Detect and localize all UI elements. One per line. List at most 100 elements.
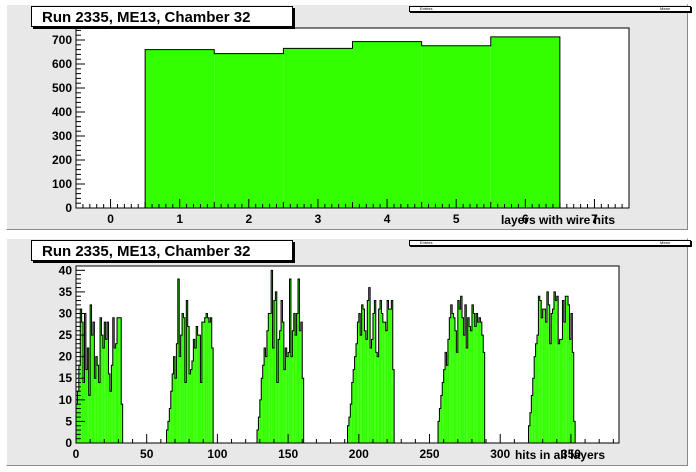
histogram-bin: [438, 421, 440, 443]
histogram-bin: [377, 356, 379, 443]
histogram-bin: [117, 317, 119, 443]
histogram-bin: [118, 317, 120, 443]
histogram-outline: [75, 269, 576, 443]
histogram-bin: [474, 326, 477, 443]
y-tick-label: 700: [52, 33, 72, 47]
stats-box: Entries Mean: [409, 240, 691, 246]
histogram-bin: [193, 339, 195, 443]
histogram-bin: [189, 373, 191, 443]
histogram-bin: [173, 356, 175, 443]
histogram-bin: [174, 378, 177, 443]
histogram-bin: [536, 335, 539, 443]
histogram-bin: [568, 304, 570, 443]
x-tick-label: 4: [384, 212, 391, 226]
histogram-bin: [569, 339, 571, 443]
histogram-bin: [388, 309, 390, 443]
histogram-bin: [97, 365, 99, 443]
histogram-bin: [350, 404, 352, 443]
stats-entries-label: Entries: [420, 6, 433, 11]
histogram-bin: [471, 304, 474, 443]
histogram-bin: [528, 425, 530, 443]
chart-title: Run 2335, ME13, Chamber 32: [31, 240, 293, 261]
histogram-bin: [266, 330, 269, 443]
histogram-bin: [566, 296, 569, 443]
histogram-bin: [265, 356, 267, 443]
histogram-bin: [281, 300, 283, 443]
histogram-bin: [170, 391, 173, 443]
histogram-bin: [167, 421, 170, 443]
histogram-bin: [367, 300, 369, 443]
histogram-bin: [464, 304, 467, 443]
histogram-bin: [290, 356, 293, 443]
histogram-bin: [421, 45, 491, 209]
histogram-bin: [98, 382, 101, 443]
histogram-bin: [262, 365, 265, 443]
histogram-bin: [259, 399, 262, 443]
x-tick-label: 2: [245, 212, 252, 226]
layers-histogram-panel: 0 100 200 300 400 500 600 700 0 1 2 3 4 5 6 7 layers wit…: [6, 4, 691, 230]
histogram-bin: [440, 395, 443, 443]
histogram-bin: [370, 348, 372, 443]
histogram-bin: [200, 382, 202, 443]
y-tick-label: 30: [59, 306, 73, 320]
histogram-bin: [111, 365, 113, 443]
histogram-bin: [169, 408, 171, 443]
histogram-bin: [573, 421, 576, 443]
histogram-bin: [121, 404, 123, 443]
histogram-bin: [172, 373, 174, 443]
histogram-bin: [295, 335, 297, 443]
histogram-bin: [296, 313, 299, 443]
x-tick-label: 1: [176, 212, 183, 226]
histogram-bin: [361, 304, 364, 443]
histogram-bin: [300, 322, 303, 443]
histogram-bin: [92, 322, 95, 443]
histogram-bin: [358, 313, 361, 443]
histogram-bin: [365, 339, 368, 443]
histogram-bin: [558, 343, 560, 443]
histogram-bin: [372, 313, 375, 443]
histogram-bin: [214, 53, 284, 209]
histogram-bin: [166, 430, 168, 443]
histogram-bin: [439, 408, 441, 443]
y-tick-label: 35: [59, 285, 73, 299]
x-tick-label: 300: [490, 447, 510, 461]
x-tick-label: 3: [315, 212, 322, 226]
histogram-bin: [562, 300, 564, 443]
histogram-bin: [191, 360, 194, 443]
histogram-bin: [371, 339, 373, 443]
histogram-bin: [102, 348, 105, 443]
histogram-bin: [532, 378, 535, 443]
histogram-bin: [553, 291, 556, 443]
y-tick-label: 25: [59, 328, 73, 342]
histogram-bin: [364, 330, 366, 443]
histogram-bin: [352, 41, 422, 209]
histogram-bin: [196, 326, 198, 443]
histogram-bin: [180, 335, 183, 443]
histogram-bin: [145, 49, 215, 208]
histogram-bin: [183, 317, 185, 443]
histogram-bin: [449, 317, 451, 443]
histogram-bin: [548, 304, 550, 443]
histogram-bin: [206, 313, 208, 443]
x-axis-title: hits in all layers: [515, 448, 605, 462]
y-tick-label: 0: [65, 201, 72, 215]
histogram-bin: [360, 335, 362, 443]
histogram-bin: [572, 352, 574, 443]
histogram-bin: [565, 296, 567, 443]
histogram-bin: [483, 352, 485, 443]
histogram-bin: [264, 348, 266, 443]
histogram-bin: [531, 395, 533, 443]
x-tick-label: 350: [561, 447, 581, 461]
chart-title: Run 2335, ME13, Chamber 32: [31, 6, 293, 27]
histogram-bin: [546, 291, 549, 443]
histogram-bin: [207, 317, 209, 443]
histogram-bin: [293, 313, 296, 443]
x-tick-label: 0: [73, 447, 80, 461]
histogram-bin: [541, 317, 543, 443]
histogram-bin: [100, 317, 102, 443]
histogram-bin: [273, 300, 276, 443]
histogram-bin: [299, 330, 301, 443]
x-axis-title: layers with wire hits: [501, 213, 615, 227]
histogram-bin: [460, 296, 463, 443]
histogram-bin: [374, 300, 376, 443]
